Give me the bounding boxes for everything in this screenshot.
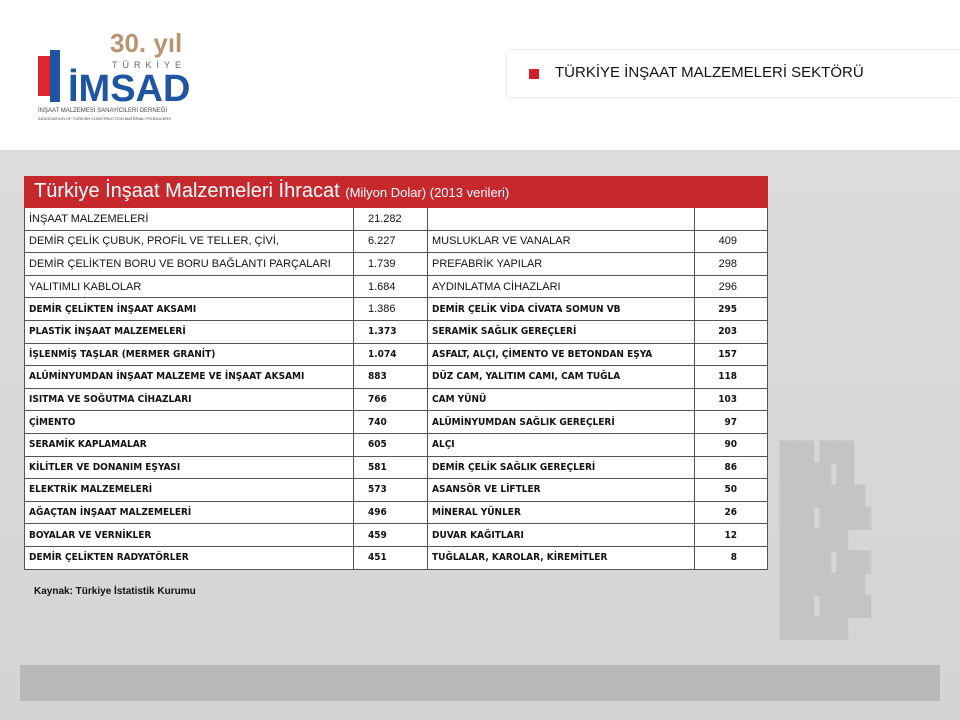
logo-line1: İNŞAAT MALZEMESİ SANAYİCİLERİ DERNEĞİ: [38, 107, 167, 114]
table-row: İŞLENMİŞ TAŞLAR (MERMER GRANİT) 1.074 ASFA…: [24, 343, 768, 367]
table-cell: ASANSÖR VE LİFTLER: [427, 478, 695, 502]
table-cell: MUSLUKLAR VE VANALAR: [427, 230, 695, 254]
table-cell: 1.684: [353, 275, 428, 299]
word-cloud: ▇▇ ▇▇ ▇▇▇ ▇ ▇▇▇▇▇ ▇▇ ▇▇▇ ▇▇▇▇ ▇▇▇ ▇▇ ▇▇▇▇▇ ▇▇ ▇…: [780, 438, 871, 639]
table-cell: 740: [353, 410, 428, 434]
table-cell: İNŞAAT MALZEMELERİ: [24, 208, 354, 231]
export-table: İNŞAAT MALZEMELERİ 21.282 DEMİR ÇELİK ÇUBU…: [24, 208, 768, 570]
table-cell: 118: [694, 365, 768, 389]
table-cell: ÇİMENTO: [24, 410, 354, 434]
table-cell: DEMİR ÇELİKTEN İNŞAAT AKSAMI: [24, 297, 354, 321]
table-cell: SERAMİK SAĞLIK GEREÇLERİ: [427, 320, 695, 344]
logo-line2: ASSOCIATION OF TURKISH CONSTRUCTION MATE…: [38, 116, 171, 121]
source: Kaynak: Türkiye İstatistik Kurumu: [34, 586, 196, 597]
table-cell: 6.227: [353, 230, 428, 254]
logo-red: [38, 56, 50, 96]
table-cell: 409: [694, 230, 768, 254]
table-cell: 766: [353, 388, 428, 412]
table-row: DEMİR ÇELİKTEN İNŞAAT AKSAMI 1.386 DEMİR Ç…: [24, 297, 768, 321]
table-cell: DEMİR ÇELİKTEN BORU VE BORU BAĞLANTI PAR…: [24, 252, 354, 276]
table-row: ÇİMENTO 740 ALÜMİNYUMDAN SAĞLIK GEREÇLERİ 9…: [24, 410, 768, 434]
logo-anniversary: 30. yıl: [110, 28, 182, 58]
header: TÜRKİYE İNŞAAT MALZEMELERİ SEKTÖRÜ: [507, 50, 960, 97]
table-cell: 21.282: [353, 208, 428, 231]
table-cell: 883: [353, 365, 428, 389]
table-cell: 12: [694, 523, 768, 547]
table-cell: 295: [694, 297, 768, 321]
table-row: BOYALAR VE VERNİKLER 459 DUVAR KAĞITLARI 12: [24, 523, 768, 547]
table-cell: 1.386: [353, 297, 428, 321]
table-cell: PREFABRİK YAPILAR: [427, 252, 695, 276]
table-cell: AĞAÇTAN İNŞAAT MALZEMELERİ: [24, 501, 354, 525]
table-cell: 496: [353, 501, 428, 525]
table-cell: 1.373: [353, 320, 428, 344]
table-cell: CAM YÜNÜ: [427, 388, 695, 412]
table-row: ELEKTRİK MALZEMELERİ 573 ASANSÖR VE LİFTLE…: [24, 478, 768, 502]
table-cell: 203: [694, 320, 768, 344]
table-cell: 1.739: [353, 252, 428, 276]
table-row: ALÜMİNYUMDAN İNŞAAT MALZEME VE İNŞAAT AK…: [24, 365, 768, 389]
table-cell: ASFALT, ALÇI, ÇİMENTO VE BETONDAN EŞYA: [427, 343, 695, 367]
table-cell: 8: [694, 546, 768, 570]
table-cell: 605: [353, 433, 428, 457]
table-cell: 103: [694, 388, 768, 412]
bullet: [529, 69, 539, 79]
logo: 30. yıl TÜRKİYE İMSAD İNŞAAT MALZEMESİ S…: [38, 28, 190, 121]
table-cell: 90: [694, 433, 768, 457]
table-title-bar: Türkiye İnşaat Malzemeleri İhracat (Mily…: [24, 176, 768, 208]
table-cell: MİNERAL YÜNLER: [427, 501, 695, 525]
table-cell: 581: [353, 456, 428, 480]
table-cell: DÜZ CAM, YALITIM CAMI, CAM TUĞLA: [427, 365, 695, 389]
table-cell: TUĞLALAR, KAROLAR, KİREMİTLER: [427, 546, 695, 570]
footer-bar: [20, 665, 940, 701]
table-cell: DEMİR ÇELİK SAĞLIK GEREÇLERİ: [427, 456, 695, 480]
table-cell: 298: [694, 252, 768, 276]
table-cell: PLASTİK İNŞAAT MALZEMELERİ: [24, 320, 354, 344]
table-cell: DEMİR ÇELİK VİDA CİVATA SOMUN VB: [427, 297, 695, 321]
table-cell: ALÜMİNYUMDAN İNŞAAT MALZEME VE İNŞAAT AK…: [24, 365, 354, 389]
table-cell: AYDINLATMA CİHAZLARI: [427, 275, 695, 299]
table-cell: DEMİR ÇELİKTEN RADYATÖRLER: [24, 546, 354, 570]
table-cell: KİLİTLER VE DONANIM EŞYASI: [24, 456, 354, 480]
table-cell: DUVAR KAĞITLARI: [427, 523, 695, 547]
logo-country: TÜRKİYE: [112, 60, 186, 70]
table-cell: 296: [694, 275, 768, 299]
table-cell: 573: [353, 478, 428, 502]
table-row: AĞAÇTAN İNŞAAT MALZEMELERİ 496 MİNERAL YÜN…: [24, 501, 768, 525]
table-cell: ALÜMİNYUMDAN SAĞLIK GEREÇLERİ: [427, 410, 695, 434]
table-cell: 50: [694, 478, 768, 502]
table-cell: 26: [694, 501, 768, 525]
table-cell: 459: [353, 523, 428, 547]
table-cell: 97: [694, 410, 768, 434]
table-row: DEMİR ÇELİKTEN BORU VE BORU BAĞLANTI PAR…: [24, 252, 768, 276]
table-subtitle: (Milyon Dolar) (2013 verileri): [345, 185, 510, 200]
table-cell: ISITMA VE SOĞUTMA CİHAZLARI: [24, 388, 354, 412]
table-cell: İŞLENMİŞ TAŞLAR (MERMER GRANİT): [24, 343, 354, 367]
header-title: TÜRKİYE İNŞAAT MALZEMELERİ SEKTÖRÜ: [555, 64, 864, 81]
table-row: PLASTİK İNŞAAT MALZEMELERİ 1.373 SERAMİK S…: [24, 320, 768, 344]
table-cell: 1.074: [353, 343, 428, 367]
table-cell: [427, 208, 695, 231]
table-row: ISITMA VE SOĞUTMA CİHAZLARI 766 CAM YÜNÜ 10…: [24, 388, 768, 412]
table-cell: 451: [353, 546, 428, 570]
table-row: İNŞAAT MALZEMELERİ 21.282: [24, 208, 768, 231]
table-row: SERAMİK KAPLAMALAR 605 ALÇI 90: [24, 433, 768, 457]
table-cell: SERAMİK KAPLAMALAR: [24, 433, 354, 457]
table-cell: YALITIMLI KABLOLAR: [24, 275, 354, 299]
table-cell: DEMİR ÇELİK ÇUBUK, PROFİL VE TELLER, ÇİV…: [24, 230, 354, 254]
table-cell: 157: [694, 343, 768, 367]
table-row: KİLİTLER VE DONANIM EŞYASI 581 DEMİR ÇELİK…: [24, 456, 768, 480]
table-cell: [694, 208, 768, 231]
logo-blue: [50, 50, 60, 102]
table-row: DEMİR ÇELİKTEN RADYATÖRLER 451 TUĞLALAR, K…: [24, 546, 768, 570]
logo-name: İMSAD: [68, 68, 190, 110]
table-title: Türkiye İnşaat Malzemeleri İhracat: [34, 180, 340, 202]
table-cell: ALÇI: [427, 433, 695, 457]
table-row: YALITIMLI KABLOLAR 1.684 AYDINLATMA CİHAZL…: [24, 275, 768, 299]
table-cell: 86: [694, 456, 768, 480]
table-cell: ELEKTRİK MALZEMELERİ: [24, 478, 354, 502]
table-row: DEMİR ÇELİK ÇUBUK, PROFİL VE TELLER, ÇİV…: [24, 230, 768, 254]
table-cell: BOYALAR VE VERNİKLER: [24, 523, 354, 547]
